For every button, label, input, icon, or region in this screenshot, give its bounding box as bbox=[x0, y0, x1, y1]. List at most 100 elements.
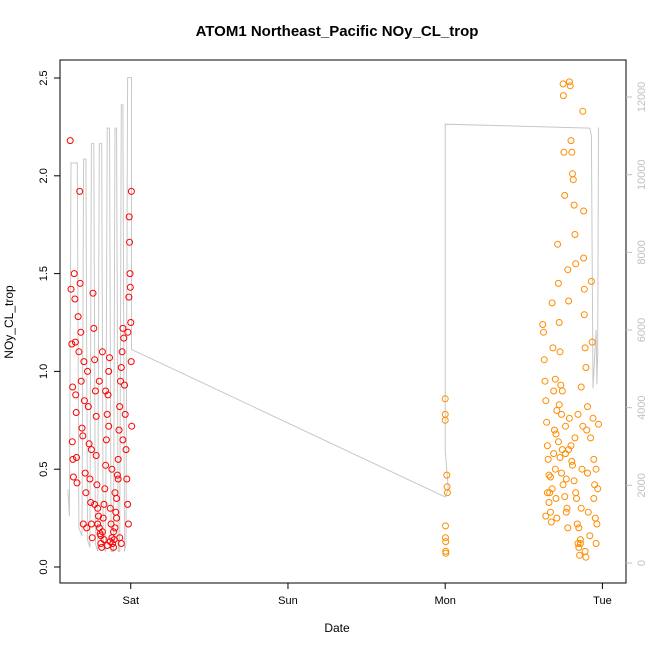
data-point bbox=[553, 514, 561, 522]
data-point bbox=[590, 495, 598, 502]
data-point bbox=[442, 522, 449, 530]
data-point bbox=[561, 191, 569, 199]
data-point bbox=[83, 524, 91, 532]
data-point bbox=[559, 80, 567, 88]
data-point bbox=[580, 311, 588, 319]
data-point bbox=[441, 395, 449, 403]
data-point bbox=[569, 461, 576, 469]
data-point bbox=[117, 377, 124, 385]
data-point bbox=[74, 313, 82, 321]
data-point bbox=[91, 387, 99, 395]
data-point bbox=[81, 469, 89, 477]
data-point bbox=[87, 499, 95, 506]
data-point bbox=[587, 277, 595, 285]
data-point bbox=[99, 514, 107, 522]
data-point bbox=[556, 348, 564, 356]
data-point bbox=[89, 289, 97, 297]
data-point bbox=[559, 92, 567, 100]
data-point bbox=[102, 461, 110, 469]
data-point bbox=[558, 387, 566, 395]
data-point bbox=[113, 495, 121, 502]
data-point bbox=[119, 436, 127, 444]
data-point bbox=[441, 416, 449, 424]
data-point bbox=[576, 551, 584, 559]
y2-tick-label: 12000 bbox=[636, 82, 648, 113]
data-point bbox=[582, 553, 590, 561]
data-point bbox=[554, 279, 562, 287]
data-point bbox=[106, 354, 113, 362]
data-point bbox=[587, 434, 595, 442]
data-point bbox=[67, 285, 75, 293]
data-point bbox=[593, 520, 601, 528]
data-point bbox=[92, 452, 100, 459]
data-point bbox=[549, 344, 557, 352]
data-point bbox=[568, 148, 576, 156]
data-point bbox=[78, 424, 86, 432]
data-point bbox=[69, 473, 77, 481]
data-point bbox=[575, 543, 583, 551]
chart-title: ATOM1 Northeast_Pacific NOy_CL_trop bbox=[196, 23, 479, 40]
data-point bbox=[92, 412, 100, 420]
data-point bbox=[124, 500, 132, 508]
data-point bbox=[126, 238, 133, 246]
data-point bbox=[111, 524, 119, 532]
data-point bbox=[93, 481, 101, 489]
data-point bbox=[576, 536, 584, 544]
data-point bbox=[581, 344, 589, 352]
data-point bbox=[565, 78, 573, 86]
data-point bbox=[108, 465, 116, 473]
data-point bbox=[84, 403, 92, 411]
y2-tick-label: 4000 bbox=[636, 395, 648, 419]
data-point bbox=[548, 299, 556, 307]
data-point bbox=[581, 547, 589, 555]
data-point bbox=[68, 438, 76, 446]
data-point bbox=[547, 508, 554, 516]
data-point bbox=[68, 340, 76, 348]
data-point bbox=[72, 391, 80, 399]
data-point bbox=[102, 387, 110, 395]
data-point bbox=[103, 410, 111, 418]
data-point bbox=[90, 324, 98, 332]
data-point bbox=[106, 504, 114, 512]
data-point bbox=[72, 409, 80, 416]
data-point bbox=[442, 538, 450, 546]
data-point bbox=[574, 410, 582, 418]
data-point bbox=[556, 454, 564, 461]
data-point bbox=[125, 293, 133, 301]
data-point bbox=[543, 489, 551, 497]
data-point bbox=[552, 430, 560, 438]
y-tick-label: 0.0 bbox=[38, 559, 50, 574]
data-point bbox=[117, 540, 125, 547]
data-point bbox=[105, 367, 113, 375]
data-point bbox=[115, 426, 123, 434]
x-tick-label: Sun bbox=[278, 595, 298, 607]
data-point bbox=[125, 213, 133, 221]
data-point bbox=[591, 481, 599, 489]
data-point bbox=[105, 422, 113, 430]
y-tick-label: 1.0 bbox=[38, 364, 50, 379]
y-axis-label: NOy_CL_trop bbox=[2, 285, 16, 359]
data-point bbox=[443, 483, 451, 491]
data-point bbox=[583, 426, 591, 434]
y-tick-label: 1.5 bbox=[38, 266, 50, 281]
data-point bbox=[575, 524, 583, 532]
data-point bbox=[80, 397, 88, 405]
data-point bbox=[563, 504, 571, 512]
data-point bbox=[100, 536, 108, 544]
data-point bbox=[85, 440, 93, 448]
data-point bbox=[76, 187, 84, 195]
data-point bbox=[569, 176, 577, 184]
data-point bbox=[73, 454, 80, 461]
data-point bbox=[87, 446, 95, 454]
data-point bbox=[540, 356, 548, 364]
data-point bbox=[69, 383, 77, 391]
y-tick-label: 0.5 bbox=[38, 462, 50, 477]
data-point bbox=[124, 520, 132, 528]
data-point bbox=[95, 512, 102, 520]
data-point bbox=[77, 377, 85, 385]
data-point bbox=[592, 540, 600, 547]
data-point bbox=[95, 524, 103, 532]
data-point bbox=[87, 520, 95, 528]
data-point bbox=[73, 479, 81, 487]
data-point bbox=[540, 328, 547, 336]
